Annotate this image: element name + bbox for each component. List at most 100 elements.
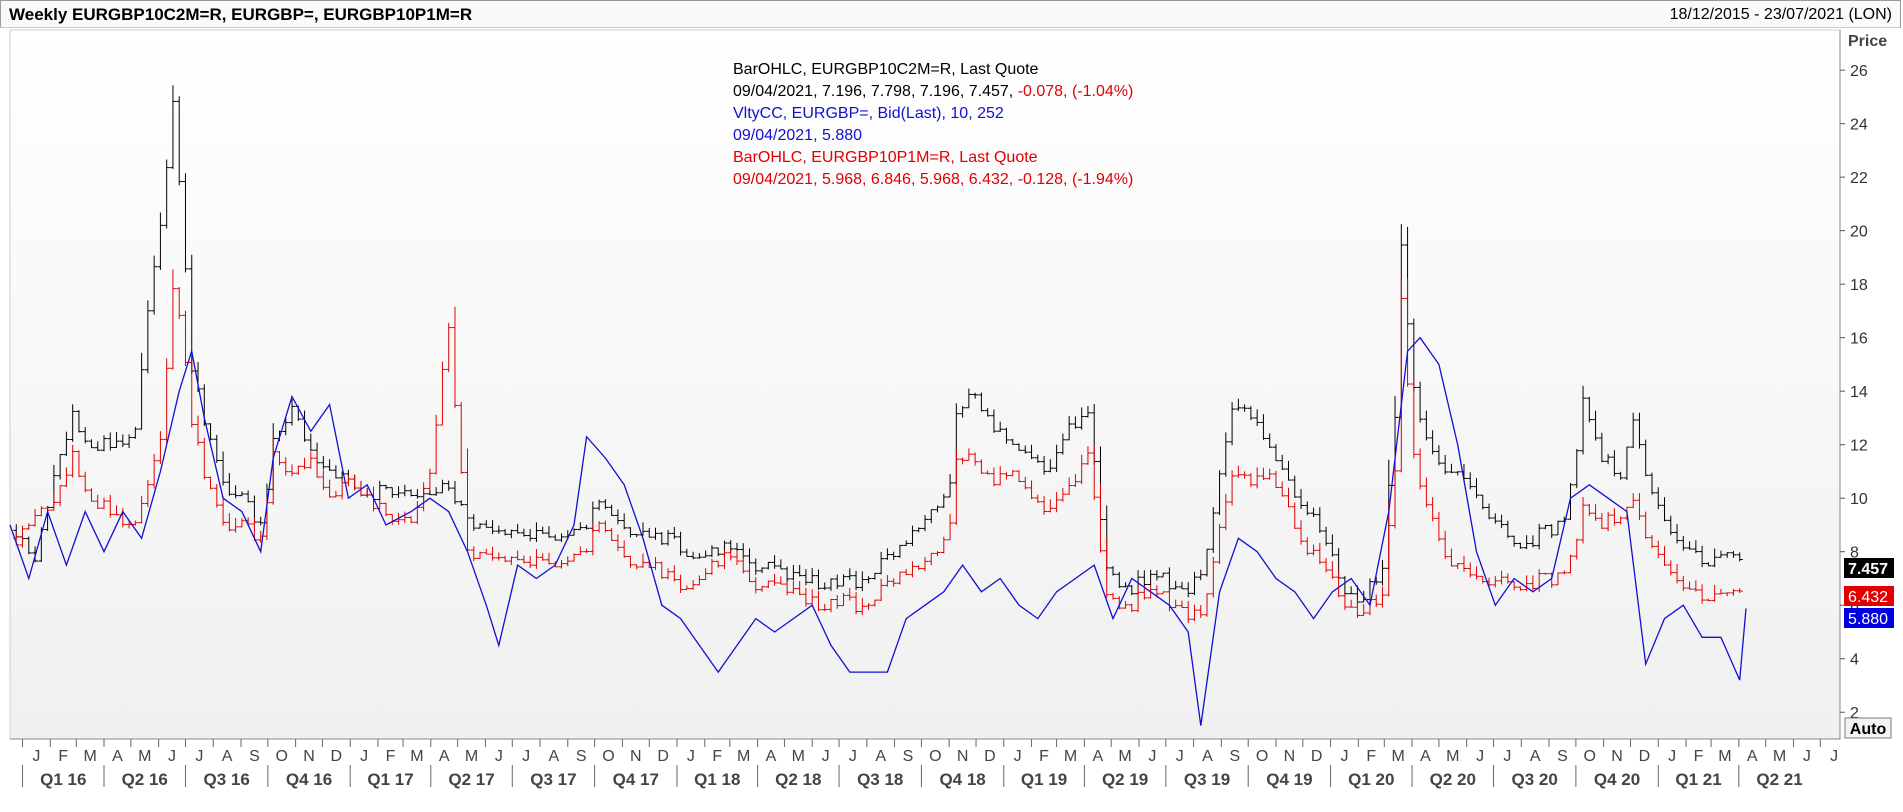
month-label: O [602, 748, 614, 765]
month-label: J [168, 748, 176, 765]
chart-header: Weekly EURGBP10C2M=R, EURGBP=, EURGBP10P… [0, 0, 1901, 28]
quarter-label: Q4 19 [1266, 770, 1312, 789]
y-tick-label: 16 [1850, 331, 1868, 348]
month-label: A [875, 748, 886, 765]
month-label: J [687, 748, 695, 765]
y-tick-label: 8 [1850, 545, 1859, 562]
month-label: J [1476, 748, 1484, 765]
y-tick-label: 4 [1850, 652, 1859, 669]
quarter-label: Q2 16 [122, 770, 168, 789]
month-label: A [112, 748, 123, 765]
month-label: J [1668, 748, 1676, 765]
y-axis-title: Price [1848, 33, 1887, 50]
month-label: D [657, 748, 669, 765]
quarter-label: Q2 17 [448, 770, 494, 789]
month-label: F [1366, 748, 1376, 765]
month-label: M [1064, 748, 1077, 765]
month-label: F [1039, 748, 1049, 765]
month-label: J [522, 748, 530, 765]
month-label: J [1340, 748, 1348, 765]
month-label: M [1392, 748, 1405, 765]
month-label: S [576, 748, 587, 765]
month-label: J [1503, 748, 1511, 765]
month-label: A [766, 748, 777, 765]
ohlc-series-eurgbp10c2mr [13, 85, 1743, 605]
legend-line: 09/04/2021, 7.196, 7.798, 7.196, 7.457, … [733, 83, 1133, 100]
month-label: S [1557, 748, 1568, 765]
quarter-label: Q4 16 [286, 770, 332, 789]
ohlc-series-eurgbp10p1mr [13, 269, 1743, 624]
month-label: M [737, 748, 750, 765]
quarter-label: Q3 16 [204, 770, 250, 789]
month-label: A [1092, 748, 1103, 765]
month-label: M [1446, 748, 1459, 765]
quarter-label: Q3 17 [530, 770, 576, 789]
month-label: A [1202, 748, 1213, 765]
quarter-label: Q3 18 [857, 770, 903, 789]
month-label: D [331, 748, 343, 765]
month-label: M [410, 748, 423, 765]
series-line-eurgbp [9, 336, 1747, 726]
quarter-label: Q4 18 [939, 770, 985, 789]
month-label: M [1718, 748, 1731, 765]
quarter-label: Q2 20 [1430, 770, 1476, 789]
month-label: J [360, 748, 368, 765]
price-tag [1844, 586, 1894, 606]
quarter-label: Q4 17 [613, 770, 659, 789]
y-tick-label: 12 [1850, 438, 1868, 455]
month-label: M [792, 748, 805, 765]
auto-label[interactable]: Auto [1850, 721, 1887, 738]
month-label: F [1694, 748, 1704, 765]
auto-scale-button[interactable]: Auto [1844, 717, 1892, 739]
month-label: J [495, 748, 503, 765]
quarter-label: Q2 19 [1102, 770, 1148, 789]
y-tick-label: 24 [1850, 117, 1868, 134]
month-label: M [1118, 748, 1131, 765]
month-label: J [849, 748, 857, 765]
plot-area [9, 29, 1841, 740]
month-label: A [1530, 748, 1541, 765]
price-tag [1844, 608, 1894, 628]
month-label: O [1584, 748, 1596, 765]
y-tick-label: 22 [1850, 170, 1868, 187]
quarter-label: Q3 20 [1512, 770, 1558, 789]
month-label: M [1773, 748, 1786, 765]
month-label: D [984, 748, 996, 765]
y-tick-label: 10 [1850, 491, 1868, 508]
chart-title: Weekly EURGBP10C2M=R, EURGBP=, EURGBP10P… [9, 5, 473, 24]
quarter-label: Q1 20 [1348, 770, 1394, 789]
month-label: F [58, 748, 68, 765]
month-label: D [1639, 748, 1651, 765]
month-label: J [32, 748, 40, 765]
month-label: S [903, 748, 914, 765]
price-tag-label: 5.880 [1848, 611, 1888, 628]
legend-line: BarOHLC, EURGBP10P1M=R, Last Quote [733, 149, 1038, 166]
month-label: D [1311, 748, 1323, 765]
legend-line: BarOHLC, EURGBP10C2M=R, Last Quote [733, 61, 1039, 78]
legend-line: VltyCC, EURGBP=, Bid(Last), 10, 252 [733, 105, 1004, 122]
month-label: J [1803, 748, 1811, 765]
month-label: S [1229, 748, 1240, 765]
y-tick-label: 14 [1850, 384, 1868, 401]
month-label: M [465, 748, 478, 765]
month-label: A [549, 748, 560, 765]
y-tick-label: 2 [1850, 705, 1859, 722]
quarter-label: Q3 19 [1184, 770, 1230, 789]
price-tag [1844, 558, 1894, 578]
month-label: O [929, 748, 941, 765]
month-label: F [386, 748, 396, 765]
y-tick-label: 26 [1850, 63, 1868, 80]
month-label: N [630, 748, 642, 765]
quarter-label: Q4 20 [1594, 770, 1640, 789]
month-label: M [138, 748, 151, 765]
quarter-label: Q2 21 [1756, 770, 1802, 789]
quarter-label: Q1 18 [694, 770, 740, 789]
legend-line: 09/04/2021, 5.880 [733, 127, 862, 144]
month-label: A [222, 748, 233, 765]
month-label: N [1284, 748, 1296, 765]
month-label: J [1176, 748, 1184, 765]
month-label: N [957, 748, 969, 765]
y-tick-label: 20 [1850, 224, 1868, 241]
month-label: A [1420, 748, 1431, 765]
